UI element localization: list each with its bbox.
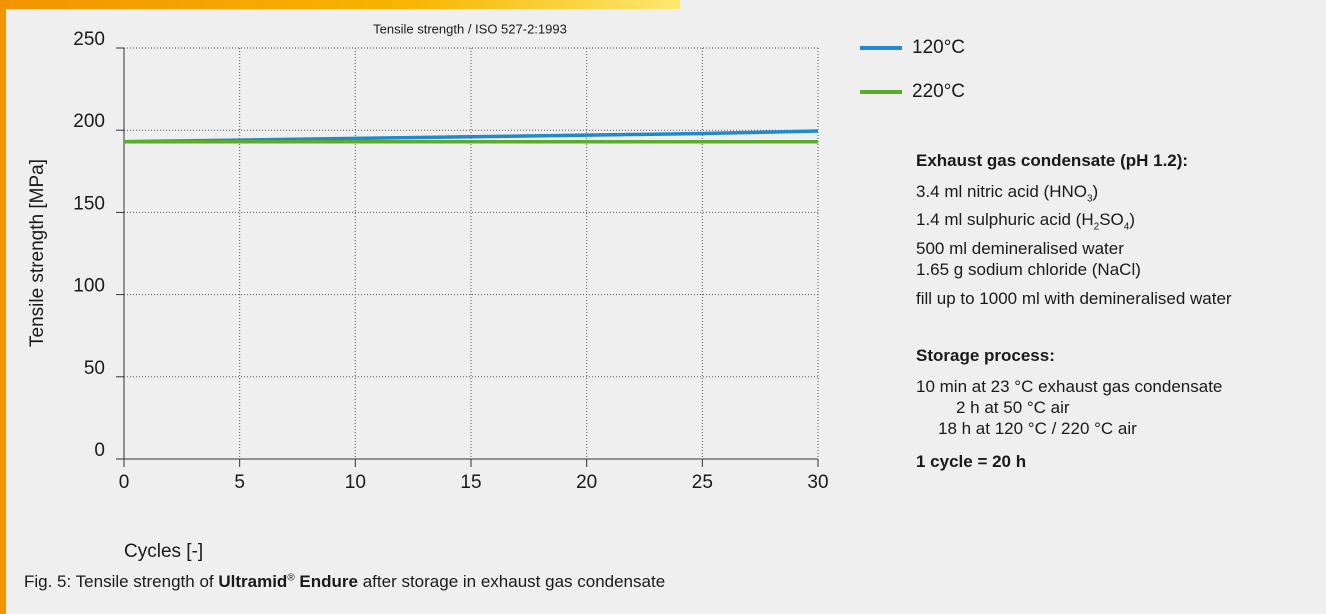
caption-brand: Ultramid	[218, 572, 288, 591]
text: 1.65 g sodium chloride (NaCl)	[916, 259, 1141, 279]
x-tick-label: 20	[576, 472, 597, 493]
fill-note: fill up to 1000 ml with demineralised wa…	[916, 288, 1232, 308]
text: )	[1129, 210, 1135, 230]
storage-line: 18 h at 120 °C / 220 °C air	[938, 418, 1137, 438]
y-tick-label: 200	[73, 111, 105, 132]
condensate-line: 500 ml demineralised water	[916, 238, 1316, 259]
caption: Fig. 5: Tensile strength of Ultramid® En…	[24, 572, 665, 592]
text: 3.4 ml nitric acid (HNO	[916, 182, 1087, 201]
condensate-line: 3.4 ml nitric acid (HNO3)	[916, 181, 1316, 209]
legend-label: 120°C	[912, 37, 965, 58]
chart: Tensile strength / ISO 527-2:1993 Cycles…	[27, 21, 965, 562]
x-tick-label: 10	[345, 472, 366, 493]
x-tick-label: 15	[460, 472, 481, 493]
y-axis-label: Tensile strength [MPa]	[27, 159, 48, 347]
cycle-note: 1 cycle = 20 h	[916, 451, 1027, 471]
condensate-line: 1.65 g sodium chloride (NaCl)	[916, 259, 1316, 280]
storage-line: 2 h at 50 °C air	[956, 397, 1070, 417]
caption-text: Fig. 5: Tensile strength of	[24, 572, 219, 591]
condensate-heading: Exhaust gas condensate (pH 1.2):	[916, 151, 1189, 170]
caption-reg: ®	[287, 572, 295, 584]
text: SO	[1099, 210, 1124, 230]
storage-list: 10 min at 23 °C exhaust gas condensate 2…	[916, 376, 1316, 439]
storage-line: 10 min at 23 °C exhaust gas condensate	[916, 376, 1223, 396]
x-tick-label: 30	[807, 472, 828, 493]
y-tick-label: 100	[73, 276, 105, 297]
chart-title: Tensile strength / ISO 527-2:1993	[373, 21, 567, 36]
y-tick-label: 50	[84, 358, 105, 379]
subscript: 2	[1093, 221, 1100, 233]
y-tick-label: 250	[73, 29, 105, 50]
storage-heading: Storage process:	[916, 345, 1055, 365]
x-tick-label: 25	[692, 472, 713, 493]
text: )	[1092, 182, 1099, 201]
notes: Exhaust gas condensate (pH 1.2): 3.4 ml …	[916, 150, 1316, 482]
caption-text: after storage in exhaust gas condensate	[358, 572, 666, 591]
legend-label: 220°C	[912, 81, 965, 102]
text: 500 ml demineralised water	[916, 238, 1124, 258]
top-bar	[0, 0, 680, 9]
x-tick-label: 0	[119, 472, 130, 493]
x-axis-label: Cycles [-]	[124, 541, 203, 562]
subscript: 4	[1123, 221, 1130, 233]
text: 1.4 ml sulphuric acid (H	[916, 210, 1094, 230]
y-tick-label: 0	[94, 440, 105, 461]
condensate-line: 1.4 ml sulphuric acid (H2SO4)	[916, 209, 1316, 237]
left-bar	[0, 0, 6, 614]
x-tick-label: 5	[234, 472, 245, 493]
condensate-list: 3.4 ml nitric acid (HNO3) 1.4 ml sulphuri…	[916, 181, 1316, 280]
y-tick-label: 150	[73, 193, 105, 214]
subscript: 3	[1086, 193, 1093, 205]
caption-brand: Endure	[294, 572, 358, 591]
